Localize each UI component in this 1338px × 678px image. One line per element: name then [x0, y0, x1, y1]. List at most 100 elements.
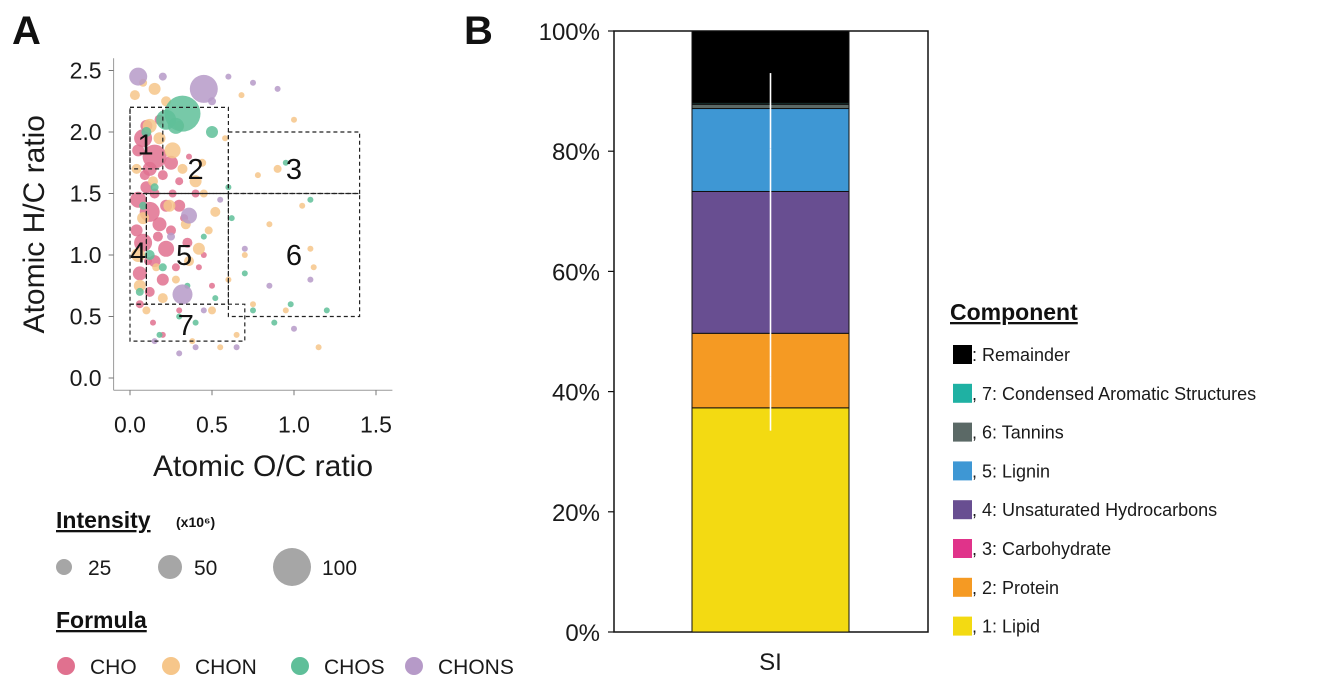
intensity-legend: Intensity (x10⁶) 25 50 100 — [56, 507, 357, 586]
point-chon-29 — [310, 264, 317, 271]
component-swatch-1 — [953, 383, 972, 403]
point-chon-25 — [266, 221, 273, 228]
component-label-4: , 4: Unsaturated Hydrocarbons — [972, 500, 1217, 520]
category-label-si: SI — [759, 649, 782, 676]
point-chons-9 — [167, 232, 175, 241]
point-chon-16 — [142, 306, 151, 315]
size-legend-label-25: 25 — [88, 557, 111, 580]
intensity-legend-title: Intensity — [56, 507, 151, 533]
point-cho-34 — [176, 307, 183, 314]
y-tick-label-1: 0.5 — [70, 304, 102, 330]
b-y-tick-label-0: 0% — [565, 620, 600, 647]
b-y-tick-label-3: 60% — [552, 259, 600, 286]
point-chos-5 — [150, 183, 159, 192]
point-chons-6 — [225, 73, 232, 80]
point-chos-15 — [271, 319, 278, 326]
component-swatch-3 — [953, 461, 972, 481]
y-tick-label-0: 0.0 — [70, 365, 102, 391]
region-label-1: 1 — [138, 129, 154, 161]
point-chos-8 — [158, 263, 167, 272]
point-cho-38 — [186, 153, 192, 160]
formula-legend-items: CHO CHON CHOS CHONS — [57, 656, 514, 678]
formula-legend-label-chos: CHOS — [324, 656, 385, 678]
point-chon-30 — [233, 331, 240, 338]
formula-legend-title: Formula — [56, 607, 147, 633]
b-y-tick-label-5: 100% — [539, 19, 600, 46]
b-y-tick-label-4: 80% — [552, 139, 600, 166]
point-chons-18 — [176, 350, 183, 357]
point-chon-12 — [192, 242, 205, 255]
point-chons-7 — [250, 79, 256, 86]
component-label-5: , 3: Carbohydrate — [972, 539, 1111, 559]
point-cho-39 — [195, 264, 202, 271]
formula-legend-swatch-cho — [57, 657, 75, 675]
component-swatch-0 — [953, 345, 972, 364]
point-cho-30 — [209, 282, 215, 289]
bar-segment-0 — [691, 407, 850, 633]
stacked-bar-chart: 0% 20% 40% 60% 80% 100% SI — [539, 19, 929, 676]
point-chon-39 — [307, 245, 314, 252]
point-cho-16 — [156, 273, 169, 286]
point-chon-7 — [177, 163, 188, 174]
formula-legend-swatch-chons — [405, 657, 423, 675]
point-cho-8 — [152, 217, 167, 232]
y-axis-title: Atomic H/C ratio — [18, 115, 51, 333]
point-cho-0 — [132, 144, 145, 157]
van-krevelen-regions: 1 2 3 4 5 6 7 — [129, 106, 361, 342]
size-legend-circle-50 — [158, 555, 182, 579]
point-chon-0 — [129, 90, 140, 101]
point-chon-37 — [238, 92, 245, 99]
point-chos-12 — [228, 215, 235, 222]
formula-legend: Formula CHO CHON CHOS CHONS — [56, 607, 514, 678]
component-label-6: , 2: Protein — [972, 578, 1059, 598]
region-box-7 — [129, 303, 246, 342]
component-swatch-5 — [953, 539, 972, 558]
scatter-points — [129, 67, 330, 357]
point-chon-6 — [164, 142, 181, 159]
point-cho-36 — [152, 231, 163, 242]
intensity-legend-unit: (x10⁶) — [176, 514, 215, 530]
component-swatch-6 — [953, 577, 972, 597]
y-tick-label-5: 2.5 — [70, 58, 102, 84]
size-legend-circle-100 — [273, 548, 311, 586]
point-cho-11 — [158, 240, 175, 257]
point-cho-13 — [173, 199, 186, 212]
point-chon-14 — [171, 275, 180, 284]
point-chos-9 — [135, 287, 144, 296]
formula-legend-label-chons: CHONS — [438, 656, 514, 678]
point-chon-19 — [137, 212, 150, 225]
region-label-2: 2 — [188, 154, 204, 186]
component-swatch-4 — [953, 500, 972, 520]
point-cho-23 — [175, 177, 184, 186]
point-chon-13 — [184, 256, 194, 267]
region-label-7: 7 — [178, 310, 194, 342]
point-chos-14 — [250, 307, 256, 314]
point-chons-19 — [233, 344, 240, 351]
scatter-plot: 0.0 0.5 1.0 1.5 2.0 2.5 0.0 0.5 1.0 1.5 Atomic O/C… — [18, 58, 393, 483]
point-chon-24 — [254, 172, 261, 179]
point-chos-20 — [200, 233, 207, 240]
point-chos-16 — [287, 301, 294, 308]
panel-a-letter: A — [12, 9, 41, 53]
point-cho-9 — [134, 233, 153, 252]
point-chon-2 — [148, 82, 161, 95]
point-chons-0 — [189, 74, 218, 103]
point-chon-33 — [163, 199, 176, 212]
point-chon-5 — [153, 132, 166, 145]
point-chos-7 — [144, 250, 155, 260]
point-chon-40 — [250, 301, 256, 308]
point-chos-17 — [307, 196, 314, 203]
x-tick-label-3: 1.5 — [360, 411, 392, 437]
point-cho-27 — [139, 170, 150, 181]
point-chos-11 — [192, 319, 199, 326]
point-chos-18 — [323, 307, 330, 314]
point-chon-42 — [315, 344, 322, 351]
component-label-0: : Remainder — [972, 345, 1070, 365]
region-label-5: 5 — [176, 240, 192, 272]
point-cho-4 — [157, 170, 168, 181]
b-y-tick-label-1: 20% — [552, 500, 600, 527]
point-chos-22 — [282, 159, 289, 166]
point-chons-2 — [172, 284, 193, 305]
component-legend-items: : Remainder , 7: Condensed Aromatic Struc… — [953, 345, 1256, 637]
point-chons-8 — [274, 85, 281, 92]
